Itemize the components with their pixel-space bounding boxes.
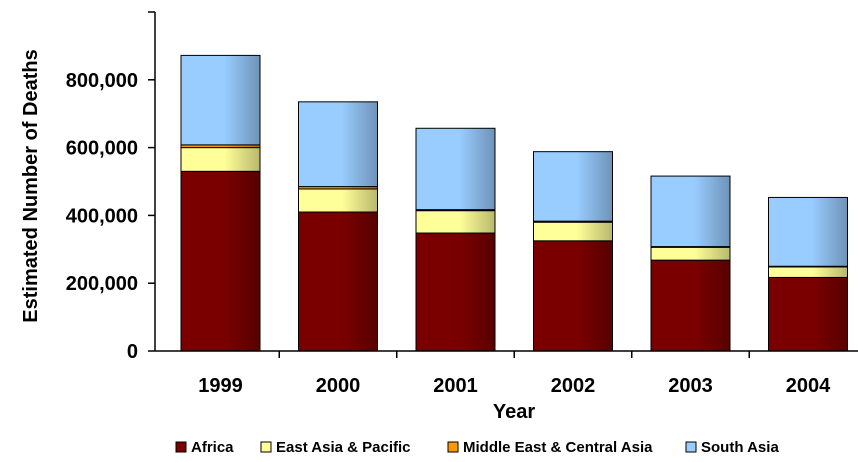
legend-swatch (447, 441, 459, 453)
legend-label: South Asia (701, 439, 779, 456)
x-axis-title: Year (493, 401, 535, 423)
legend: Africa East Asia & Pacific Middle East & C… (175, 439, 779, 456)
y-tick-label: 800,000 (66, 70, 138, 92)
y-tick-label: 200,000 (66, 273, 138, 295)
bar-segment-east-asia-pacific-2002 (533, 221, 613, 242)
legend-swatch (685, 441, 697, 453)
bar-segment-south-asia-2004 (768, 196, 848, 267)
axes-layer: 1999 2000 2001 2002 2003 2004 0 200,000 400,000 6… (66, 11, 858, 397)
legend-label: Middle East & Central Asia (463, 439, 653, 456)
bar-segment-africa-2003 (650, 259, 731, 352)
y-tick-label: 400,000 (66, 205, 138, 227)
bar-segment-east-asia-pacific-2001 (415, 210, 496, 234)
x-tick-label: 2003 (668, 375, 713, 397)
x-tick-label: 2004 (786, 375, 831, 397)
x-tick-label: 2002 (551, 375, 596, 397)
legend-label: Africa (191, 439, 234, 456)
bar-segment-east-asia-pacific-2004 (768, 266, 848, 278)
bar-segment-africa-1999 (180, 170, 261, 352)
bar-segment-africa-2002 (533, 240, 613, 352)
x-tick-label: 2001 (433, 375, 478, 397)
y-tick-label: 600,000 (66, 138, 138, 160)
bar-segment-africa-2001 (415, 232, 496, 352)
bar-segment-east-asia-pacific-2000 (298, 188, 378, 213)
bar-segment-south-asia-2002 (533, 151, 613, 222)
x-tick-label: 2000 (316, 375, 361, 397)
bars-layer (180, 54, 848, 352)
bar-segment-south-asia-2001 (415, 127, 496, 211)
bar-segment-south-asia-2000 (298, 101, 378, 188)
y-axis-title: Estimated Number of Deaths (20, 49, 42, 322)
bar-segment-africa-2004 (768, 276, 848, 352)
x-tick-label: 1999 (198, 375, 243, 397)
legend-label: East Asia & Pacific (276, 439, 411, 456)
bar-segment-south-asia-1999 (180, 54, 261, 146)
bar-segment-africa-2000 (298, 211, 378, 352)
bar-segment-south-asia-2003 (650, 175, 731, 248)
legend-swatch (175, 441, 187, 453)
bar-segment-east-asia-pacific-2003 (650, 246, 731, 261)
y-tick-label: 0 (127, 341, 138, 363)
bar-segment-east-asia-pacific-1999 (180, 147, 261, 172)
legend-swatch (260, 441, 272, 453)
